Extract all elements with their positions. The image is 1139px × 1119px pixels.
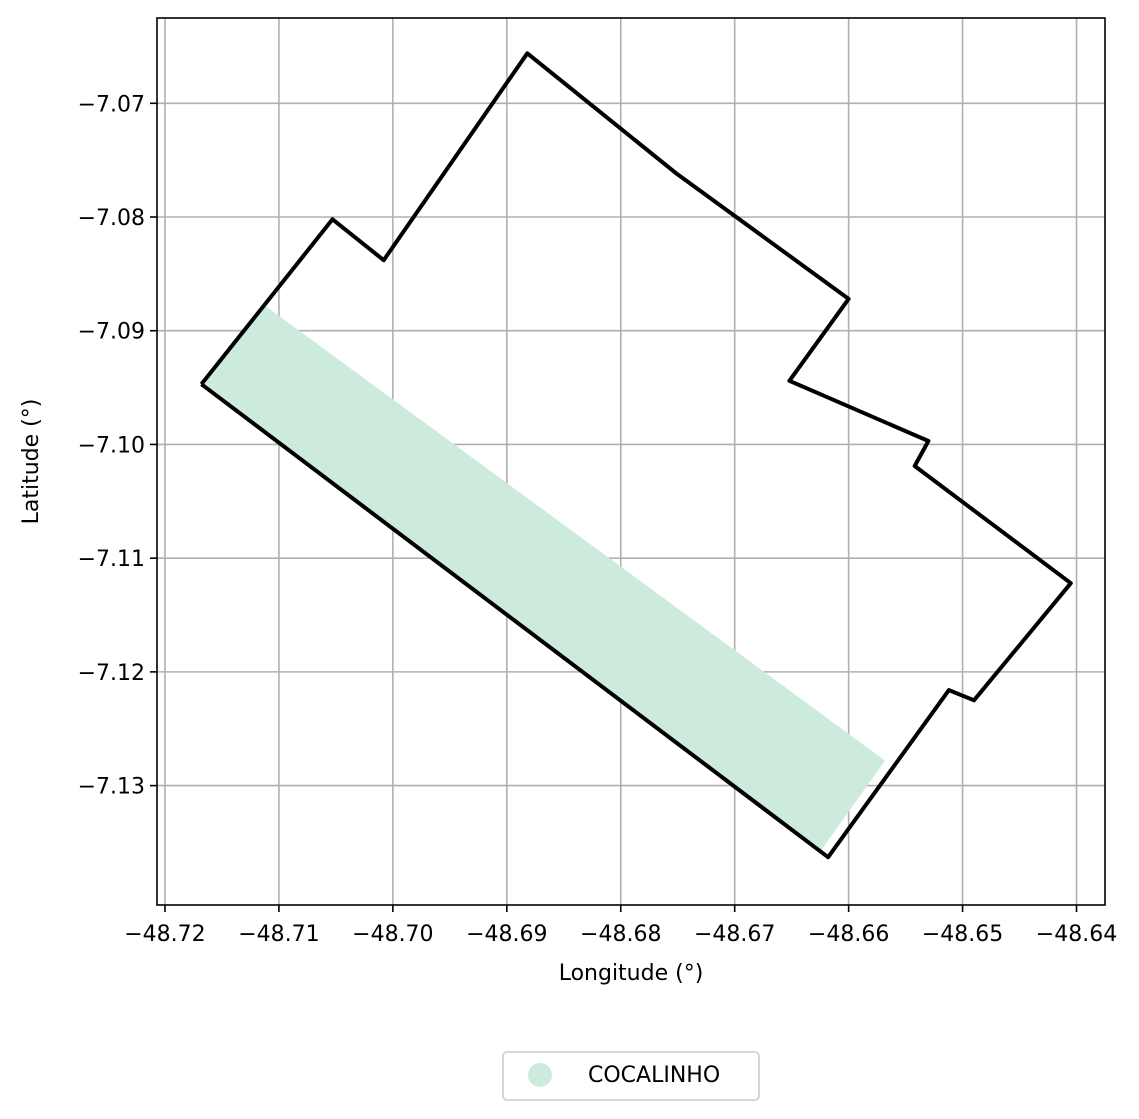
x-tick-label: −48.71	[238, 922, 319, 947]
legend-marker	[528, 1063, 552, 1087]
legend-box	[502, 1051, 760, 1101]
y-tick-label: −7.08	[78, 206, 145, 231]
y-tick-label: −7.11	[78, 547, 145, 572]
x-tick-label: −48.70	[352, 922, 433, 947]
x-tick-label: −48.64	[1036, 922, 1117, 947]
boundary-layer	[199, 51, 1073, 860]
x-tick-label: −48.65	[922, 922, 1003, 947]
y-tick-label: −7.12	[78, 661, 145, 686]
region-cocalinho	[201, 305, 886, 858]
axes-frame	[156, 17, 1106, 906]
boundary-outline	[199, 51, 1073, 860]
y-axis-label: Latitude (°)	[19, 399, 44, 525]
x-tick-label: −48.68	[580, 922, 661, 947]
region-fill-layer	[201, 305, 886, 858]
x-tick-label: −48.66	[808, 922, 889, 947]
y-tick-label: −7.10	[78, 433, 145, 458]
y-axis-ticks: −7.07 −7.08 −7.09 −7.10 −7.11 −7.12 −7.13	[78, 92, 157, 800]
y-tick-label: −7.09	[78, 320, 145, 345]
legend-label: COCALINHO	[588, 1063, 720, 1088]
y-tick-label: −7.13	[78, 775, 145, 800]
x-tick-label: −48.67	[694, 922, 775, 947]
x-axis-ticks: −48.72 −48.71 −48.70 −48.69 −48.68 −48.67 −48.…	[124, 905, 1117, 947]
x-tick-label: −48.72	[124, 922, 205, 947]
x-axis-label: Longitude (°)	[559, 961, 704, 986]
x-tick-label: −48.69	[466, 922, 547, 947]
y-tick-label: −7.07	[78, 92, 145, 117]
legend: COCALINHO	[502, 1051, 760, 1101]
